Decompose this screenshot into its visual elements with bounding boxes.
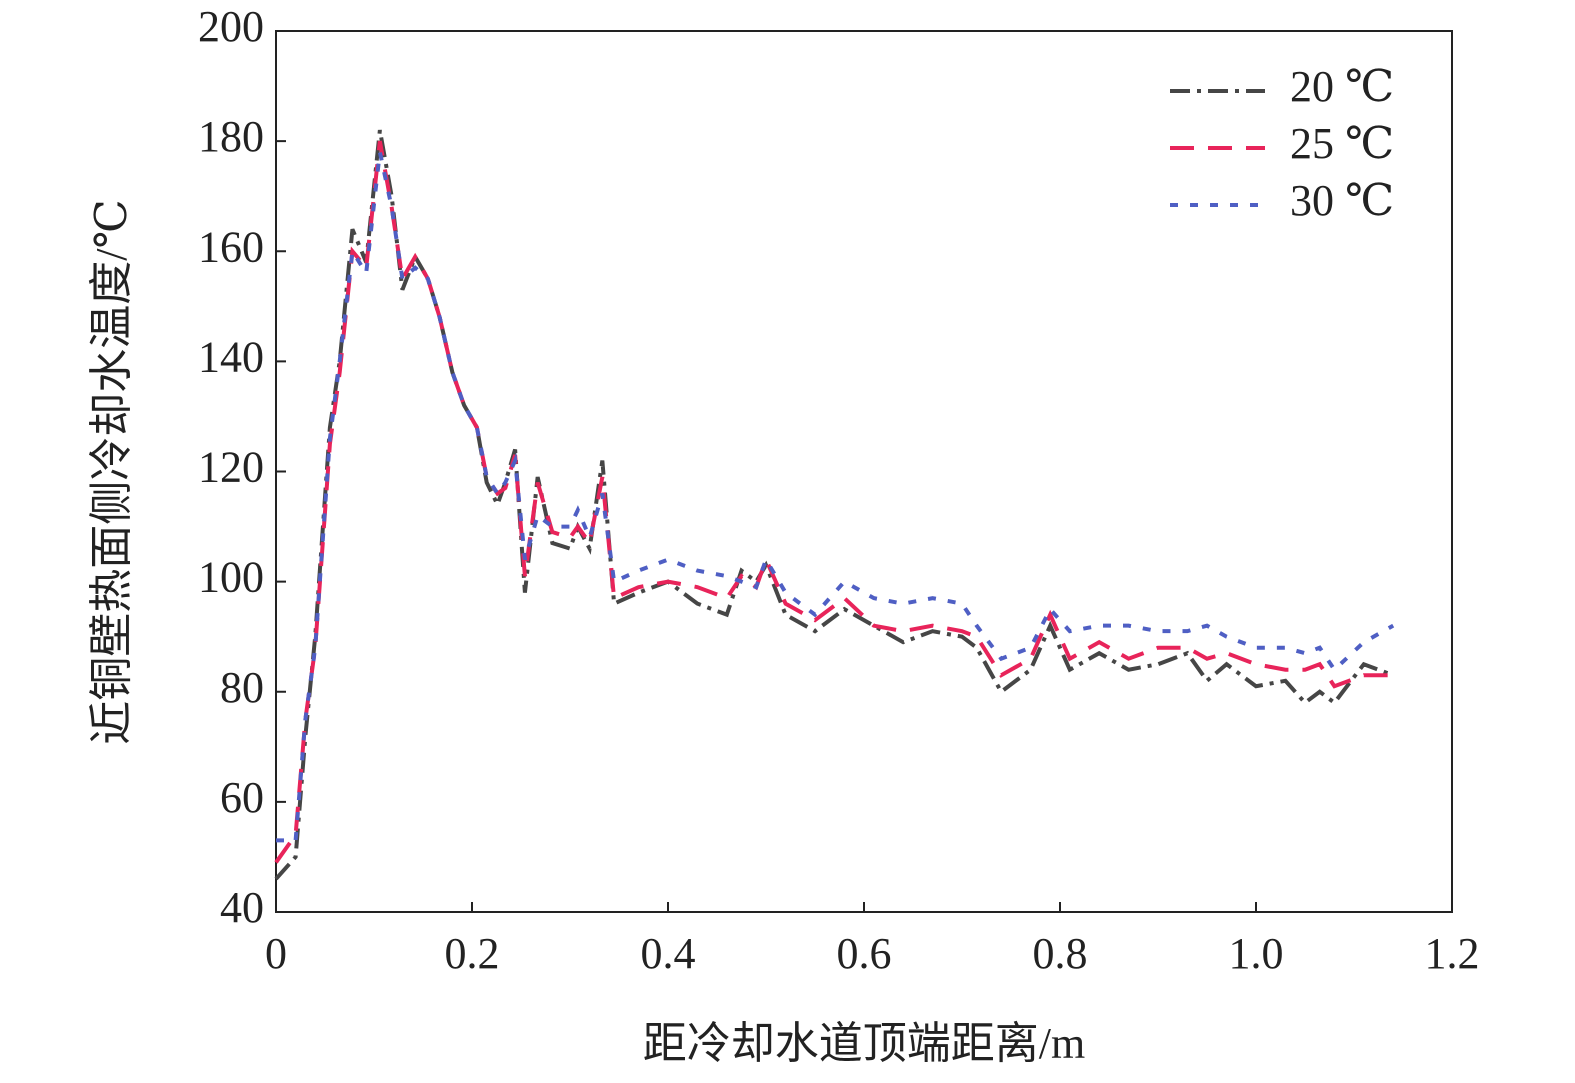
data-line bbox=[274, 140, 1394, 864]
x-tick-label: 0.2 bbox=[445, 929, 500, 978]
y-tick-label: 60 bbox=[220, 773, 264, 822]
y-tick-label: 180 bbox=[198, 112, 264, 161]
x-axis-title: 距冷却水道顶端距离/m bbox=[643, 1019, 1085, 1068]
data-line bbox=[276, 151, 1395, 843]
y-tick-label: 160 bbox=[198, 222, 264, 271]
legend-label: 20 ℃ bbox=[1290, 62, 1394, 111]
data-line bbox=[274, 129, 1394, 881]
plot-frame bbox=[275, 30, 1453, 913]
x-tick-label: 0.6 bbox=[837, 929, 892, 978]
x-tick-label: 1.2 bbox=[1425, 929, 1480, 978]
legend-label: 25 ℃ bbox=[1290, 119, 1394, 168]
x-tick-label: 0.4 bbox=[641, 929, 696, 978]
y-tick-label: 100 bbox=[198, 553, 264, 602]
x-tick-label: 1.0 bbox=[1229, 929, 1284, 978]
y-axis-title: 近铜壁热面侧冷却水温度/℃ bbox=[87, 199, 136, 744]
y-tick-label: 80 bbox=[220, 663, 264, 712]
x-tick-label: 0.8 bbox=[1033, 929, 1088, 978]
y-tick-label: 200 bbox=[198, 2, 264, 51]
y-tick-label: 40 bbox=[220, 883, 264, 932]
x-tick-label: 0 bbox=[265, 929, 287, 978]
y-tick-label: 120 bbox=[198, 443, 264, 492]
y-tick-label: 140 bbox=[198, 332, 264, 381]
legend-label: 30 ℃ bbox=[1290, 176, 1394, 225]
